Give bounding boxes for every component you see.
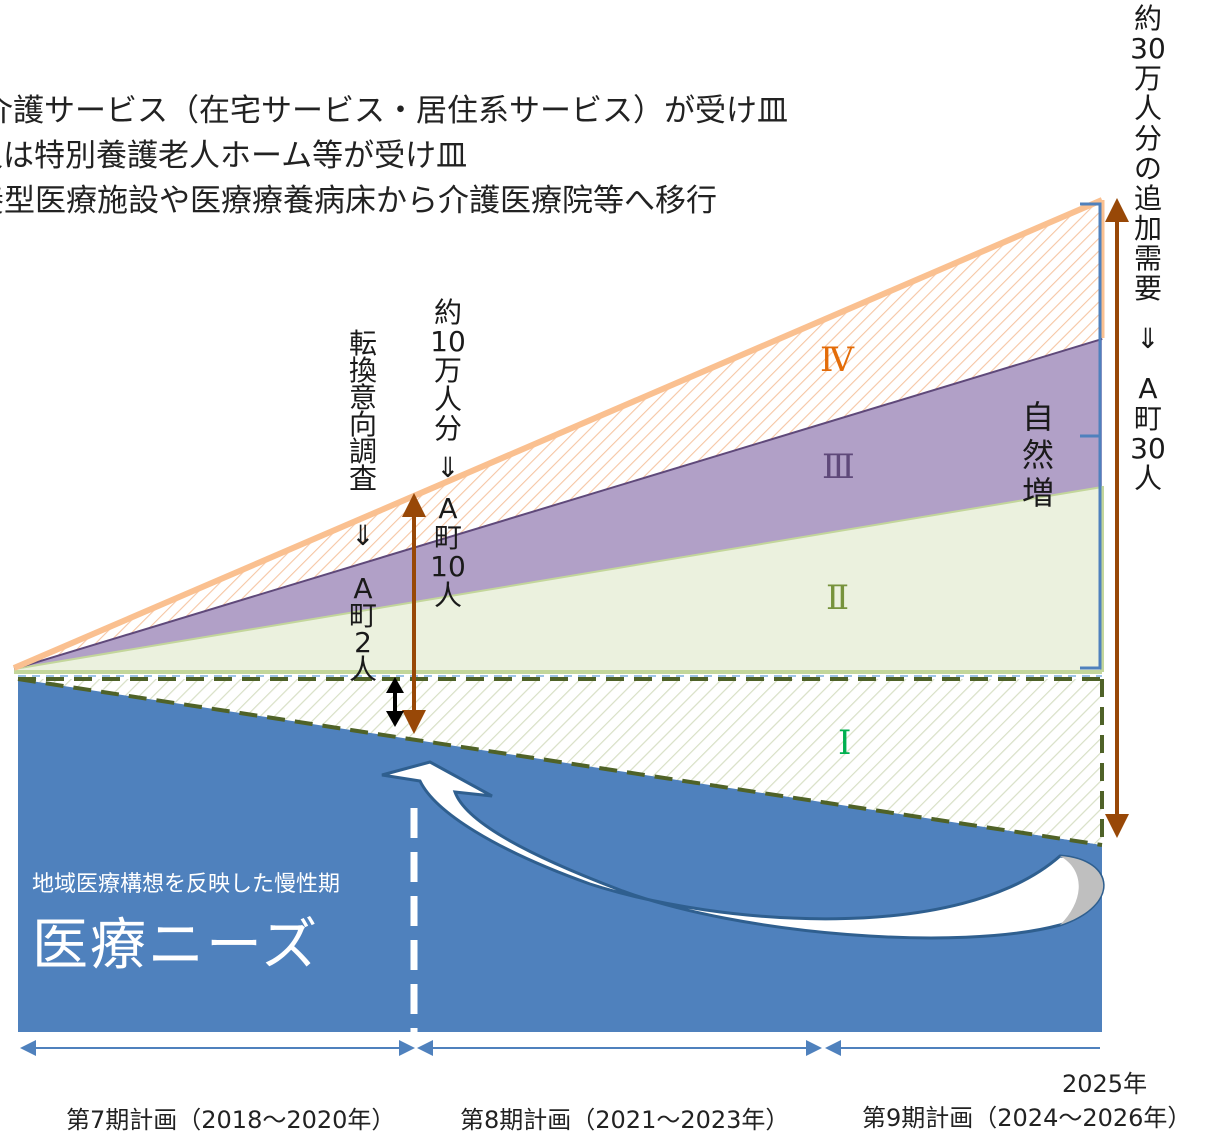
- legend-line-2: 又は特別養護老人ホーム等が受け皿: [0, 138, 468, 174]
- zone-IV-line: [12, 197, 1104, 671]
- period-8-label: 第8期計画（2021～2023年）: [460, 1106, 790, 1134]
- natural-increase-label: 自 然 増: [1021, 398, 1054, 512]
- arrow-2-people-head-top: [386, 677, 404, 693]
- arrow-2-people-head-bottom: [386, 711, 404, 727]
- period-7-arrow: [20, 1040, 415, 1056]
- period-7-label: 第7期計画（2018～2020年）: [66, 1106, 396, 1134]
- zone-III-marker: Ⅲ: [822, 447, 855, 487]
- zone-I-marker: Ⅰ: [838, 723, 852, 763]
- zone-IV-marker: Ⅳ: [820, 340, 854, 380]
- period-8-arrow: [417, 1040, 822, 1056]
- year-2025-label: 2025年: [1062, 1070, 1148, 1098]
- conversion-survey-label: 転 換 意 向 調 査 ⇓ A 町 2 人: [348, 327, 377, 686]
- conversion-curved-arrow: [381, 760, 1105, 940]
- medical-needs-area: [18, 676, 1102, 1032]
- natural-increase-bracket: [1080, 202, 1102, 670]
- legend-line-1: 介護サービス（在宅サービス・居住系サービス）が受け皿: [0, 93, 788, 129]
- conversion-curved-arrow-shade: [1060, 856, 1104, 925]
- period-9-label: 第9期計画（2024～2026年）: [862, 1104, 1192, 1132]
- zone-I-dashed-slope: [17, 677, 1103, 847]
- zone-II-marker: Ⅱ: [826, 578, 850, 618]
- legend-line-3: 療養型医療施設や医療療養病床から介護医療院等へ移行: [0, 183, 717, 219]
- medical-needs-title: 医療ニーズ: [32, 913, 320, 978]
- thirty-thousand-label: 約 30 万 人 分 の 追 加 需 要 ⇓ A 町 30 人: [1130, 2, 1166, 495]
- period-9-arrow: [825, 1040, 1100, 1056]
- medical-needs-subtitle: 地域医療構想を反映した慢性期: [32, 872, 341, 897]
- ten-thousand-label: 約 10 万 人 分 ⇓ A 町 10 人: [430, 296, 466, 612]
